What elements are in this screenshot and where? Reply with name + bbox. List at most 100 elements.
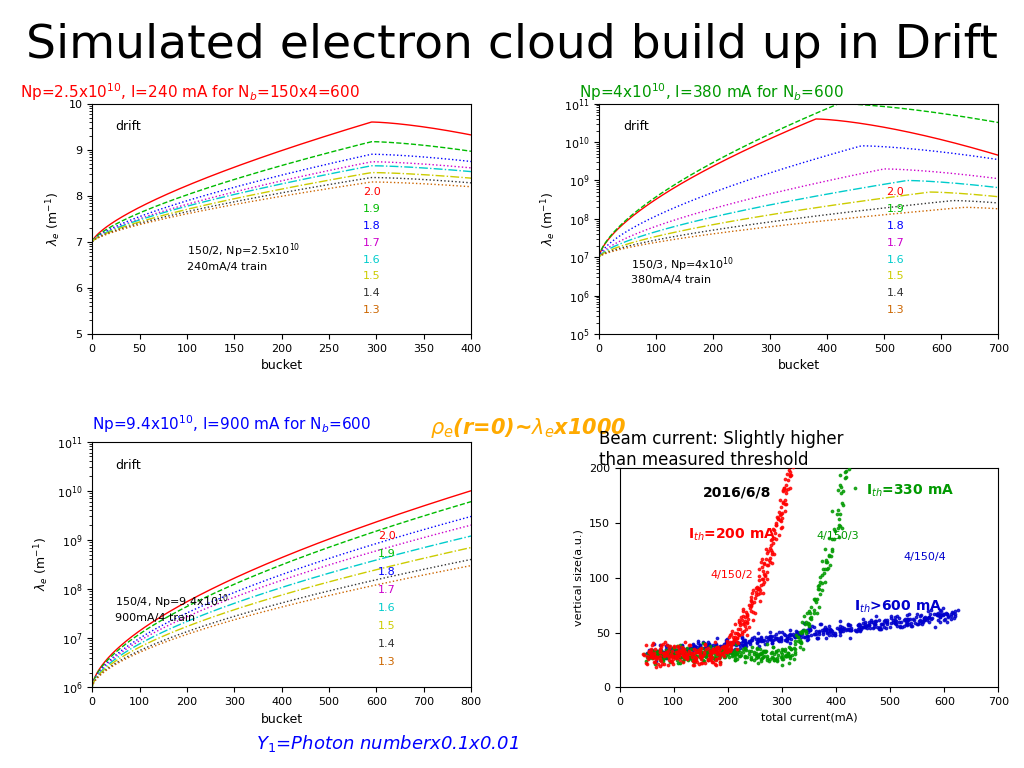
Point — [781, 632, 798, 644]
Point — [699, 654, 716, 666]
Point — [659, 645, 676, 657]
Point — [753, 655, 769, 667]
Point — [641, 644, 657, 657]
Point — [764, 646, 780, 658]
Point — [646, 657, 663, 669]
Point — [715, 641, 731, 653]
Point — [745, 596, 762, 608]
Point — [823, 542, 840, 554]
Point — [733, 649, 750, 661]
Point — [937, 613, 953, 625]
Point — [655, 650, 672, 662]
Point — [833, 623, 849, 635]
Point — [784, 461, 801, 473]
Point — [806, 604, 822, 617]
Point — [750, 651, 766, 664]
Point — [765, 522, 781, 535]
Point — [936, 614, 952, 626]
Point — [923, 604, 939, 616]
Point — [777, 650, 794, 662]
Point — [668, 650, 684, 662]
Point — [833, 623, 849, 635]
Point — [671, 650, 687, 663]
Point — [680, 650, 696, 663]
Point — [641, 651, 657, 664]
Point — [687, 654, 703, 667]
Point — [926, 608, 942, 621]
Point — [652, 654, 669, 666]
Point — [659, 652, 676, 664]
Point — [749, 650, 765, 662]
Point — [689, 641, 706, 653]
Point — [679, 651, 695, 664]
Point — [876, 615, 892, 627]
Point — [762, 634, 778, 646]
Point — [774, 496, 791, 508]
Point — [676, 647, 692, 659]
Point — [888, 615, 904, 627]
Point — [782, 628, 799, 641]
Point — [758, 645, 774, 657]
Point — [780, 647, 797, 659]
Point — [652, 650, 669, 662]
Point — [753, 579, 769, 591]
Point — [889, 610, 905, 622]
Point — [932, 611, 948, 624]
Point — [887, 614, 903, 626]
Point — [841, 463, 857, 475]
Point — [783, 452, 800, 465]
Point — [735, 634, 752, 647]
Point — [736, 637, 753, 649]
Point — [799, 634, 815, 646]
Point — [713, 644, 729, 656]
Point — [767, 517, 783, 529]
Point — [900, 613, 916, 625]
Point — [879, 616, 895, 628]
Point — [777, 634, 794, 647]
Point — [773, 631, 790, 643]
Point — [770, 644, 786, 657]
Point — [658, 647, 675, 659]
Point — [693, 642, 710, 654]
Point — [852, 624, 868, 636]
Point — [702, 644, 719, 657]
Point — [660, 642, 677, 654]
Point — [764, 532, 780, 545]
Point — [872, 617, 889, 630]
Point — [682, 639, 698, 651]
Point — [895, 620, 911, 632]
Point — [682, 643, 698, 655]
Point — [816, 623, 833, 635]
Point — [653, 648, 670, 660]
Point — [930, 608, 946, 621]
Point — [700, 637, 717, 650]
Point — [639, 650, 655, 662]
Point — [857, 618, 873, 631]
Point — [838, 439, 854, 451]
Point — [746, 607, 763, 619]
Point — [739, 610, 756, 622]
Point — [912, 614, 929, 627]
Text: 2016/6/8: 2016/6/8 — [702, 486, 771, 500]
Point — [652, 643, 669, 655]
Point — [783, 643, 800, 655]
Point — [674, 646, 690, 658]
Point — [723, 640, 739, 652]
Point — [811, 628, 827, 641]
Point — [732, 650, 749, 662]
Point — [892, 621, 908, 633]
Point — [887, 617, 903, 629]
Point — [802, 612, 818, 624]
Point — [673, 647, 689, 659]
Point — [684, 650, 700, 662]
Point — [641, 646, 657, 658]
Y-axis label: $\lambda_e$ (m$^{-1}$): $\lambda_e$ (m$^{-1}$) — [44, 192, 62, 246]
Point — [810, 580, 826, 592]
Point — [691, 658, 708, 670]
Point — [711, 647, 727, 659]
Point — [850, 619, 866, 631]
Point — [780, 650, 797, 663]
Point — [768, 646, 784, 658]
Point — [807, 627, 823, 640]
Point — [753, 555, 769, 568]
